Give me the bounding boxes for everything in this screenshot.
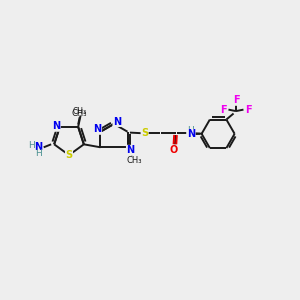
Text: H: H bbox=[28, 141, 34, 150]
Text: H: H bbox=[35, 149, 42, 158]
Text: F: F bbox=[220, 105, 226, 115]
Text: CH₃: CH₃ bbox=[126, 156, 142, 165]
Text: N: N bbox=[126, 145, 135, 155]
Text: CH₃: CH₃ bbox=[72, 109, 87, 118]
Text: N: N bbox=[52, 121, 60, 131]
Text: F: F bbox=[232, 95, 239, 105]
Text: CH₃: CH₃ bbox=[73, 107, 87, 116]
Text: N: N bbox=[34, 142, 42, 152]
Text: N: N bbox=[93, 124, 102, 134]
Text: S: S bbox=[65, 150, 73, 160]
Text: S: S bbox=[141, 128, 148, 138]
Text: N: N bbox=[187, 129, 195, 140]
Text: F: F bbox=[245, 105, 252, 115]
Text: O: O bbox=[170, 145, 178, 155]
Text: H: H bbox=[187, 126, 194, 135]
Text: N: N bbox=[113, 116, 121, 127]
